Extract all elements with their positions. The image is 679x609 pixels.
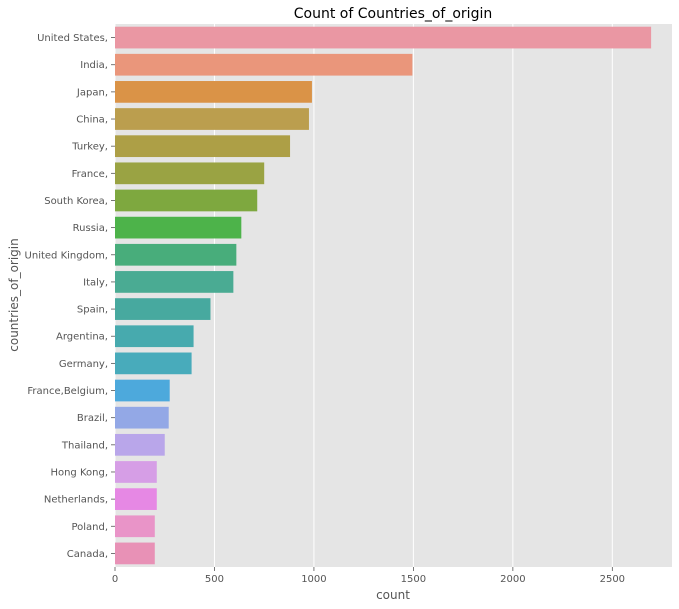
y-tick-label: Brazil, xyxy=(77,413,108,424)
x-tick-label: 1500 xyxy=(401,574,426,585)
y-tick-label: Germany, xyxy=(59,359,108,370)
y-axis-label: countries_of_origin xyxy=(7,238,21,352)
y-tick-label: United States, xyxy=(37,33,108,44)
y-tick-label: South Korea, xyxy=(44,196,108,207)
bar xyxy=(115,216,242,239)
bar xyxy=(115,542,155,565)
bar xyxy=(115,298,211,320)
bar xyxy=(115,325,194,348)
y-tick-label: Hong Kong, xyxy=(50,467,108,478)
bar xyxy=(115,515,155,538)
y-tick-label: Thailand, xyxy=(61,440,108,451)
bars xyxy=(115,26,652,565)
plot-background xyxy=(115,24,672,567)
y-tick-label: Russia, xyxy=(73,223,108,234)
y-tick-label: Poland, xyxy=(71,522,108,533)
x-tick-label: 2500 xyxy=(600,574,625,585)
y-tick-label: Turkey, xyxy=(71,142,108,153)
bar xyxy=(115,189,258,212)
y-tick-label: France,Belgium, xyxy=(27,386,108,397)
bar xyxy=(115,461,157,483)
y-tick-label: China, xyxy=(76,115,108,126)
bar xyxy=(115,379,170,402)
y-tick-label: Argentina, xyxy=(56,332,108,343)
bar xyxy=(115,53,413,76)
y-tick-label: Netherlands, xyxy=(44,495,108,506)
bar xyxy=(115,108,309,130)
bar xyxy=(115,135,291,158)
bar xyxy=(115,162,265,185)
bar xyxy=(115,488,157,510)
x-tick-label: 0 xyxy=(112,574,118,585)
x-tick-label: 1000 xyxy=(301,574,326,585)
y-tick-label: Italy, xyxy=(83,277,108,288)
y-tick-label: India, xyxy=(80,60,108,71)
y-tick-label: Spain, xyxy=(77,305,108,316)
bar xyxy=(115,433,165,456)
bar xyxy=(115,352,192,375)
bar xyxy=(115,26,652,49)
bar xyxy=(115,243,237,266)
bar xyxy=(115,271,234,293)
y-tick-labels: United States, India, Japan, China, Turkey, F… xyxy=(25,33,115,560)
y-tick-label: France, xyxy=(72,169,108,180)
y-tick-label: Japan, xyxy=(76,87,108,98)
x-tick-label: 500 xyxy=(205,574,224,585)
x-tick-label: 2000 xyxy=(500,574,525,585)
chart-title: Count of Countries_of_origin xyxy=(294,6,492,22)
x-tick-labels: 0 500 1000 1500 2000 2500 xyxy=(112,567,625,585)
y-tick-label: United Kingdom, xyxy=(25,250,108,261)
x-axis-label: count xyxy=(376,588,410,602)
bar xyxy=(115,406,169,429)
bar xyxy=(115,81,312,103)
y-tick-label: Canada, xyxy=(67,549,108,560)
